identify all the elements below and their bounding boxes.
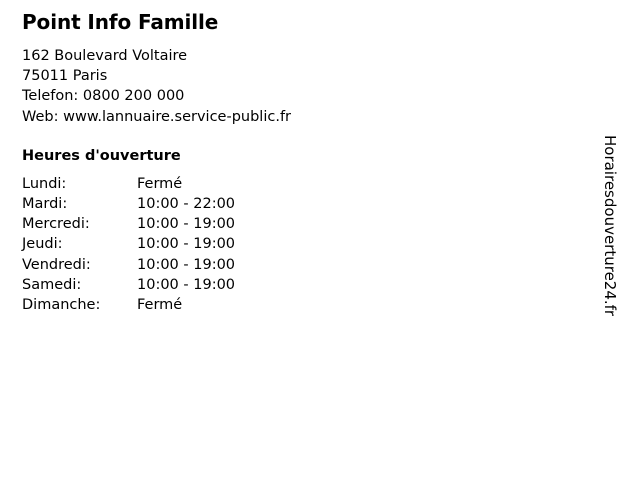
day-hours: Fermé (137, 175, 183, 192)
opening-hours-table: Lundi: Fermé Mardi: 10:00 - 22:00 Mercre… (22, 174, 297, 315)
website-line: Web: www.lannuaire.service-public.fr (22, 108, 292, 125)
table-row: Mardi: 10:00 - 22:00 (22, 194, 297, 214)
day-hours: 10:00 - 19:00 (137, 276, 236, 293)
day-label: Samedi: (22, 276, 82, 293)
opening-hours-heading: Heures d'ouverture (22, 147, 181, 164)
table-row: Lundi: Fermé (22, 174, 297, 194)
business-info-block: Point Info Famille 162 Boulevard Voltair… (22, 10, 582, 315)
day-hours: 10:00 - 19:00 (137, 216, 236, 233)
phone-line: Telefon: 0800 200 000 (22, 88, 185, 105)
table-row: Samedi: 10:00 - 19:00 (22, 275, 297, 295)
table-row: Mercredi: 10:00 - 19:00 (22, 214, 297, 234)
day-hours: 10:00 - 19:00 (137, 256, 236, 273)
day-label: Dimanche: (22, 297, 101, 314)
day-label: Mercredi: (22, 216, 90, 233)
site-watermark: Horairesdouverture24.fr (601, 135, 619, 317)
table-row: Jeudi: 10:00 - 19:00 (22, 234, 297, 254)
day-hours: 10:00 - 19:00 (137, 236, 236, 253)
day-hours: 10:00 - 22:00 (137, 196, 236, 213)
day-label: Mardi: (22, 196, 68, 213)
day-label: Jeudi: (22, 236, 63, 253)
opening-hours-body: Lundi: Fermé Mardi: 10:00 - 22:00 Mercre… (22, 174, 297, 315)
address-street: 162 Boulevard Voltaire (22, 48, 188, 64)
day-label: Lundi: (22, 175, 67, 192)
day-label: Vendredi: (22, 256, 91, 273)
page-title: Point Info Famille (22, 10, 219, 34)
address-postal-city: 75011 Paris (22, 68, 108, 85)
table-row: Vendredi: 10:00 - 19:00 (22, 255, 297, 275)
address-block: 162 Boulevard Voltaire 75011 Paris Telef… (22, 46, 582, 127)
table-row: Dimanche: Fermé (22, 295, 297, 315)
day-hours: Fermé (137, 297, 183, 314)
